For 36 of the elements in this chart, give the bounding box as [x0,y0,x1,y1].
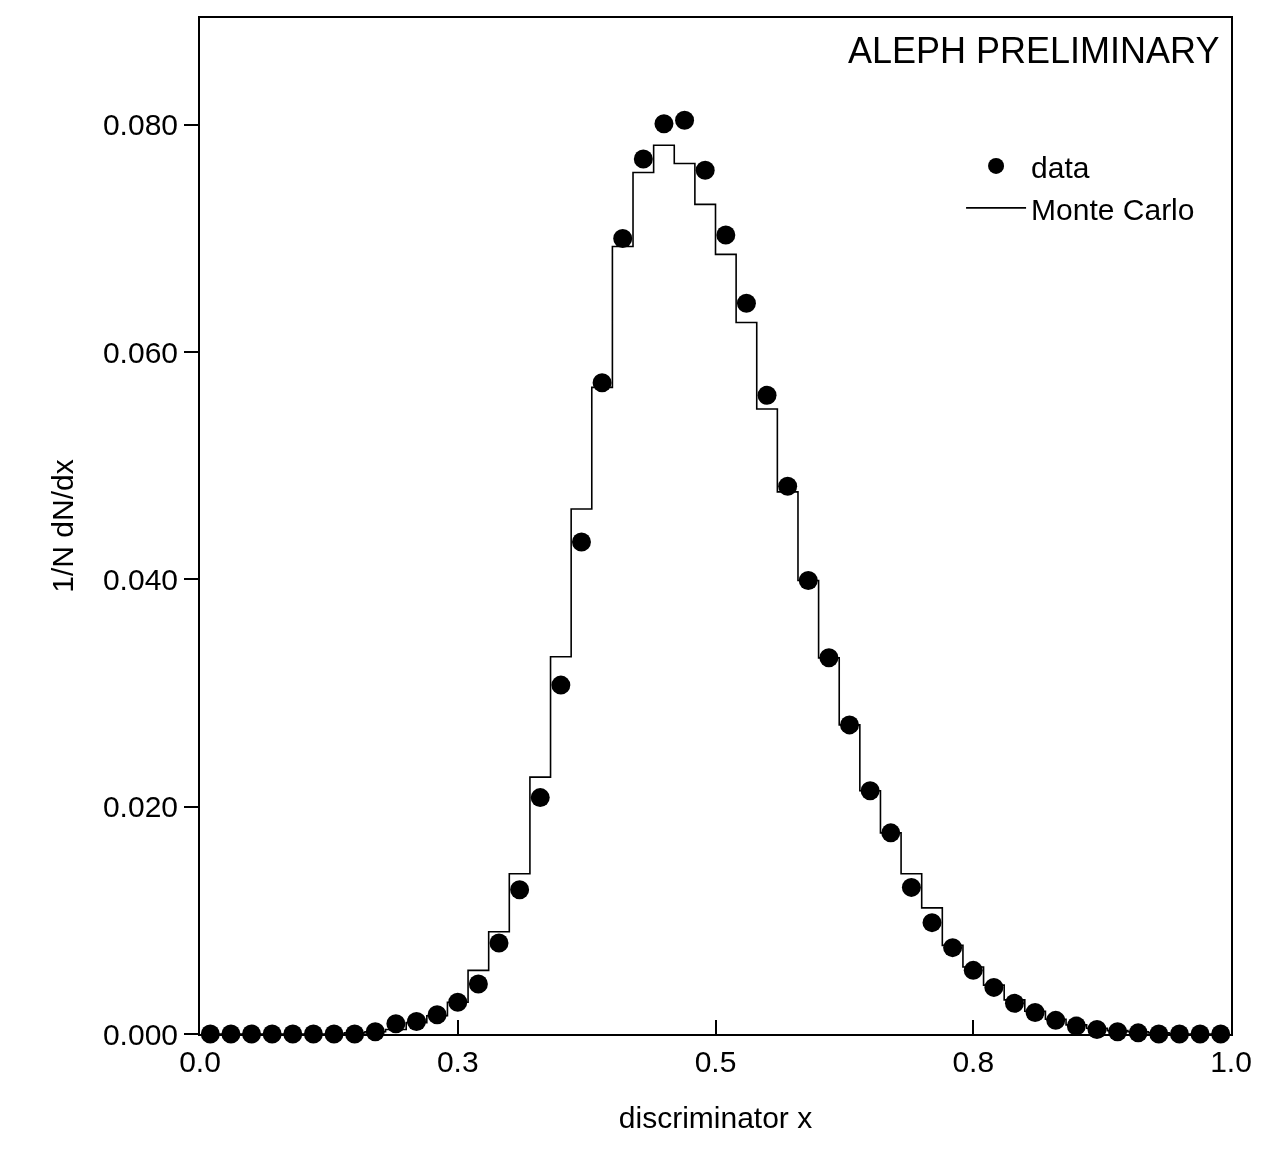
point [468,974,488,994]
x-axis-title: discriminator x [618,1101,813,1134]
point [922,913,942,933]
y-tick-label: 0.040 [102,562,178,596]
point [407,1012,427,1031]
legend-label: Monte Carlo [1031,192,1195,226]
y-axis-title: 1/N dN/dx [46,459,80,593]
y-tick-label: 0.060 [102,335,178,369]
point [675,110,695,130]
y-tick-label: 0.000 [102,1017,178,1051]
y-tick-label: 0.020 [102,790,178,824]
x-tick-label: 0.3 [436,1045,479,1078]
point [551,675,571,695]
point [489,933,509,953]
point [716,225,736,245]
point [943,938,963,958]
x-tick-label: 0.5 [694,1045,737,1078]
point [633,149,653,169]
point [901,877,921,897]
point [757,385,777,405]
point [736,293,756,313]
x-tick-label: 0.0 [179,1045,221,1078]
point [510,880,530,900]
point [530,788,550,808]
y-tick-label: 0.080 [102,108,178,142]
point [571,532,591,552]
legend-label: data [1031,150,1090,184]
x-tick-label: 0.8 [952,1045,995,1078]
point [798,571,818,591]
annotation: ALEPH PRELIMINARY [848,30,1220,71]
point [592,373,612,393]
point [695,160,715,180]
point [386,1014,406,1034]
point [654,114,674,134]
x-tick-label: 1.0 [1210,1045,1252,1078]
point [613,228,633,248]
